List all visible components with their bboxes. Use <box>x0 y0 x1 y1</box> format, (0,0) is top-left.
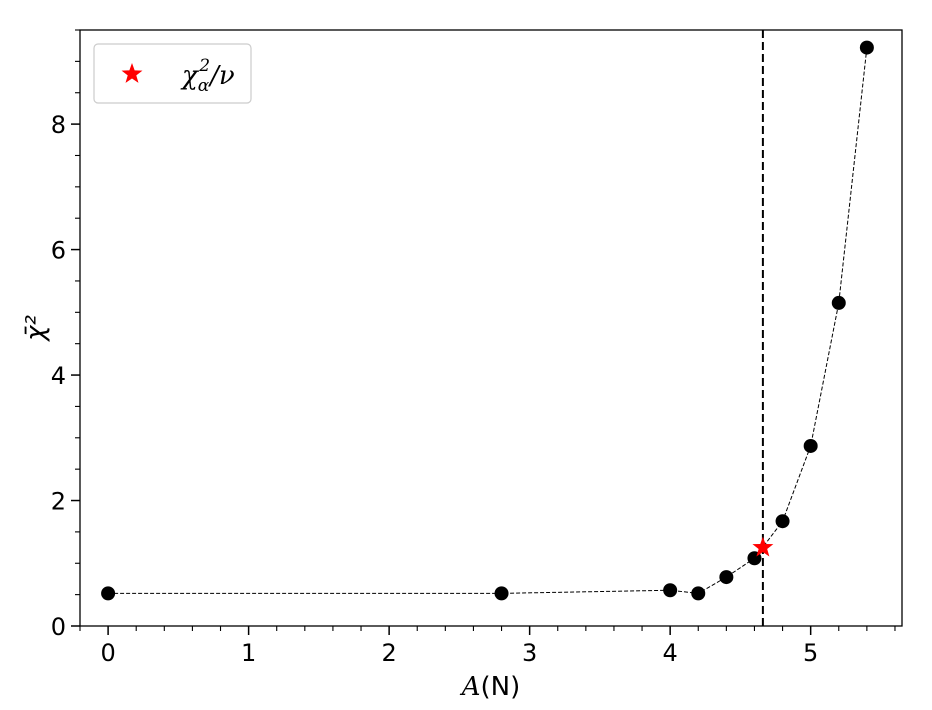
legend-label-sup: 2 <box>198 56 210 76</box>
data-point <box>663 583 678 598</box>
legend-star-icon <box>121 63 143 83</box>
data-point <box>101 586 116 601</box>
x-tick-label: 1 <box>241 639 256 667</box>
legend: χα2/ν <box>93 43 252 104</box>
data-point <box>859 40 874 55</box>
x-tick-label: 5 <box>803 639 818 667</box>
star-point <box>752 536 774 557</box>
data-point <box>803 438 818 453</box>
data-point <box>831 295 846 310</box>
data-point <box>775 514 790 529</box>
y-axis-label: χ̄² <box>21 315 51 343</box>
data-point <box>494 586 509 601</box>
x-axis-label: A(N) <box>460 672 521 702</box>
data-point <box>719 570 734 585</box>
x-tick-label: 4 <box>663 639 678 667</box>
y-tick-label: 4 <box>51 362 66 390</box>
x-tick-label: 2 <box>381 639 396 667</box>
legend-star-marker <box>121 63 143 83</box>
y-tick-label: 0 <box>51 613 66 641</box>
x-axis-label-unit: (N) <box>481 672 521 702</box>
x-axis-label-var: A <box>460 672 481 702</box>
y-tick-label: 6 <box>51 237 66 265</box>
lines-layer <box>108 30 868 626</box>
data-point <box>691 586 706 601</box>
y-tick-label: 8 <box>51 111 66 139</box>
plot-frame <box>79 29 903 627</box>
legend-label-tail: /ν <box>207 61 235 91</box>
x-tick-label: 0 <box>100 639 115 667</box>
marks-layer <box>101 40 874 601</box>
legend-label-main: χ <box>180 61 200 91</box>
x-tick-label: 3 <box>522 639 537 667</box>
legend-box <box>93 43 252 104</box>
legend-label: χα2/ν <box>180 56 235 96</box>
ticks-layer: 0 1 2 3 4 5 0 2 4 6 8 <box>51 29 896 667</box>
series-line <box>108 47 868 594</box>
y-tick-label: 2 <box>51 488 66 516</box>
legend-label-sub: α <box>198 76 210 96</box>
